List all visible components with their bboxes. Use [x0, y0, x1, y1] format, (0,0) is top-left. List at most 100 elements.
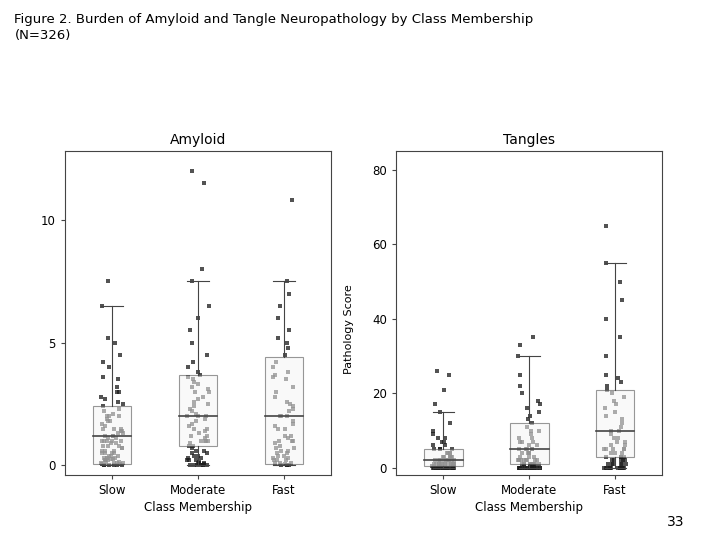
Point — [439, 434, 451, 442]
Point — [186, 449, 198, 457]
Point — [271, 358, 282, 367]
Point — [271, 456, 283, 465]
Point — [428, 445, 440, 454]
Point — [96, 460, 108, 469]
Point — [102, 412, 113, 421]
Point — [182, 363, 194, 372]
Point — [102, 417, 114, 426]
Point — [442, 460, 454, 468]
Point — [427, 441, 438, 450]
Point — [192, 458, 204, 467]
Point — [442, 456, 454, 464]
Point — [521, 422, 533, 431]
Point — [109, 461, 120, 470]
Point — [446, 456, 457, 464]
Point — [183, 441, 194, 450]
Point — [191, 456, 202, 465]
Point — [286, 196, 297, 205]
Point — [524, 463, 536, 472]
Point — [96, 447, 108, 455]
Point — [434, 445, 446, 454]
Point — [192, 412, 204, 421]
Point — [444, 453, 456, 461]
Point — [610, 449, 621, 457]
Point — [201, 461, 212, 470]
Point — [102, 414, 113, 423]
Point — [617, 456, 629, 464]
Point — [99, 431, 111, 440]
X-axis label: Class Membership: Class Membership — [144, 502, 252, 515]
Point — [274, 301, 286, 310]
Point — [514, 437, 526, 446]
Point — [287, 420, 299, 428]
Point — [184, 439, 196, 448]
Point — [445, 418, 456, 427]
Point — [618, 463, 629, 472]
Point — [437, 463, 449, 472]
Point — [438, 460, 450, 468]
Point — [433, 456, 444, 464]
Point — [109, 458, 120, 467]
Bar — [265, 357, 303, 464]
Point — [528, 333, 539, 342]
Point — [102, 434, 114, 443]
Point — [96, 402, 108, 411]
Point — [96, 301, 108, 310]
Point — [513, 445, 525, 454]
Point — [615, 453, 626, 461]
Point — [601, 381, 613, 390]
Title: Tangles: Tangles — [503, 133, 555, 147]
Point — [600, 352, 611, 360]
Point — [269, 393, 280, 401]
Point — [433, 460, 445, 468]
Point — [438, 437, 450, 446]
Point — [427, 426, 438, 435]
Point — [281, 461, 292, 470]
Point — [186, 407, 197, 416]
Point — [534, 463, 546, 472]
Point — [99, 461, 110, 470]
Point — [611, 400, 622, 409]
Point — [195, 436, 207, 445]
Point — [435, 460, 446, 468]
Point — [111, 458, 122, 467]
Point — [279, 350, 291, 359]
Point — [269, 370, 281, 379]
Point — [202, 400, 214, 408]
Point — [527, 460, 539, 468]
Point — [113, 404, 125, 413]
Point — [113, 441, 125, 450]
Point — [274, 441, 286, 450]
Point — [523, 453, 534, 461]
Point — [190, 447, 202, 455]
Point — [598, 445, 610, 454]
Point — [279, 460, 290, 469]
Point — [439, 460, 451, 468]
Point — [109, 339, 120, 347]
Point — [114, 350, 126, 359]
Point — [616, 460, 628, 468]
Point — [611, 437, 623, 446]
Point — [105, 451, 117, 460]
Point — [441, 463, 452, 472]
Point — [438, 453, 449, 461]
Point — [435, 463, 446, 472]
Point — [435, 445, 446, 454]
Point — [287, 382, 299, 391]
Point — [198, 179, 210, 187]
Point — [95, 393, 107, 401]
Point — [446, 453, 457, 461]
Point — [202, 449, 213, 457]
Point — [288, 436, 300, 445]
Point — [531, 463, 542, 472]
Point — [518, 460, 529, 468]
Point — [526, 445, 538, 454]
Point — [606, 456, 617, 464]
Point — [514, 463, 526, 472]
Point — [282, 447, 294, 455]
Point — [98, 358, 109, 367]
Point — [608, 456, 619, 464]
Point — [614, 333, 626, 342]
Point — [100, 457, 112, 466]
Point — [438, 385, 449, 394]
